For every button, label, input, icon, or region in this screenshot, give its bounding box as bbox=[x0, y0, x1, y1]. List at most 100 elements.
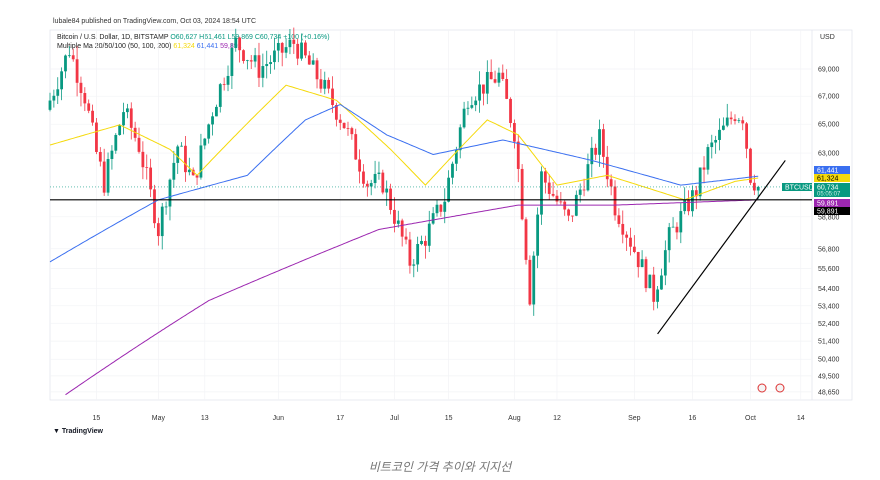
candle-up bbox=[396, 220, 400, 224]
candle-up bbox=[180, 145, 183, 147]
candle-up bbox=[176, 146, 180, 163]
candle-down bbox=[381, 172, 385, 193]
candle-down bbox=[338, 119, 342, 123]
candle-down bbox=[83, 92, 87, 104]
candle-up bbox=[199, 145, 203, 178]
candle-down bbox=[571, 215, 574, 217]
y-tick-label: 65,000 bbox=[818, 122, 840, 129]
y-tick-label: 56,800 bbox=[818, 246, 840, 253]
candle-down bbox=[408, 239, 412, 266]
candle-down bbox=[509, 98, 512, 124]
candle-down bbox=[153, 189, 156, 224]
candle-down bbox=[625, 234, 629, 238]
candle-down bbox=[149, 167, 153, 190]
x-tick-label: Jun bbox=[273, 415, 284, 422]
candle-up bbox=[172, 162, 176, 180]
candle-up bbox=[691, 190, 694, 212]
symbol-legend: Bitcoin / U.S. Dollar, 1D, BITSTAMP O60,… bbox=[57, 34, 330, 41]
candle-up bbox=[218, 84, 222, 107]
price-label: 05:05:07 bbox=[817, 192, 841, 198]
candle-up bbox=[420, 240, 423, 244]
candle-up bbox=[640, 259, 644, 268]
candle-up bbox=[586, 164, 590, 191]
candle-up bbox=[660, 275, 663, 290]
candle-up bbox=[427, 223, 431, 246]
y-tick-label: 49,500 bbox=[818, 373, 840, 380]
candle-down bbox=[75, 59, 79, 83]
candle-up bbox=[416, 243, 420, 265]
x-tick-label: 16 bbox=[689, 415, 697, 422]
candle-down bbox=[238, 37, 242, 51]
candle-up bbox=[598, 129, 601, 155]
candle-down bbox=[242, 50, 245, 62]
logo-text: TradingView bbox=[61, 428, 103, 435]
candle-up bbox=[64, 55, 67, 72]
y-tick-label: 54,400 bbox=[818, 286, 840, 293]
y-tick-label: 53,400 bbox=[818, 303, 840, 310]
x-tick-label: 14 bbox=[797, 415, 805, 422]
price-label-bg bbox=[814, 174, 850, 182]
candle-up bbox=[269, 62, 272, 65]
candle-down bbox=[296, 43, 300, 59]
candle-up bbox=[451, 163, 454, 178]
candle-up bbox=[532, 255, 536, 305]
candle-up bbox=[160, 206, 164, 237]
y-tick-label: 50,400 bbox=[818, 357, 840, 364]
candle-up bbox=[234, 37, 238, 49]
candle-down bbox=[528, 259, 532, 305]
candle-down bbox=[404, 236, 408, 240]
candle-up bbox=[56, 89, 60, 96]
y-tick-label: 69,000 bbox=[818, 67, 840, 74]
candle-down bbox=[257, 55, 261, 78]
candle-up bbox=[679, 211, 683, 233]
candle-up bbox=[756, 186, 760, 191]
x-tick-label: 17 bbox=[336, 415, 344, 422]
candle-down bbox=[87, 103, 91, 111]
candle-down bbox=[331, 88, 334, 106]
candle-up bbox=[126, 108, 129, 113]
candle-down bbox=[98, 151, 102, 162]
high-value: H61,461 bbox=[199, 34, 226, 41]
trendline bbox=[657, 160, 786, 335]
candle-up bbox=[276, 42, 280, 51]
candle-down bbox=[71, 55, 75, 60]
candle-up bbox=[311, 60, 315, 65]
candle-up bbox=[284, 47, 288, 53]
candle-down bbox=[617, 215, 621, 224]
candle-up bbox=[667, 227, 671, 251]
y-tick-label: 63,000 bbox=[818, 151, 840, 158]
price-label: 59,891 bbox=[817, 201, 839, 208]
chart-frame bbox=[49, 29, 853, 401]
tv-logo-icon: ▼ bbox=[53, 428, 60, 435]
candle-up bbox=[648, 274, 652, 289]
price-label-bg bbox=[814, 166, 850, 174]
candle-up bbox=[60, 71, 64, 90]
us-flag-icon bbox=[757, 383, 767, 393]
candle-down bbox=[694, 190, 698, 197]
candle-down bbox=[350, 128, 354, 135]
candle-up bbox=[478, 84, 481, 101]
candle-up bbox=[458, 127, 462, 151]
candle-up bbox=[373, 173, 377, 184]
candle-up bbox=[578, 189, 582, 195]
x-tick-label: Jul bbox=[390, 415, 399, 422]
candle-down bbox=[505, 78, 509, 99]
candle-up bbox=[230, 48, 234, 76]
x-tick-label: Sep bbox=[628, 415, 641, 422]
candle-up bbox=[671, 226, 675, 228]
change-value: +100 (+0.16%) bbox=[283, 34, 330, 41]
candle-down bbox=[439, 204, 443, 212]
candle-down bbox=[675, 226, 679, 233]
price-label-bg bbox=[814, 207, 850, 215]
candle-down bbox=[489, 71, 493, 80]
candle-up bbox=[590, 147, 594, 165]
candle-down bbox=[687, 199, 690, 212]
candle-down bbox=[354, 134, 358, 160]
candle-up bbox=[245, 60, 249, 62]
y-tick-label: 51,400 bbox=[818, 339, 840, 346]
y-tick-label: 67,000 bbox=[818, 94, 840, 101]
candle-down bbox=[358, 159, 361, 172]
x-tick-label: 13 bbox=[201, 415, 209, 422]
candle-down bbox=[346, 128, 350, 129]
